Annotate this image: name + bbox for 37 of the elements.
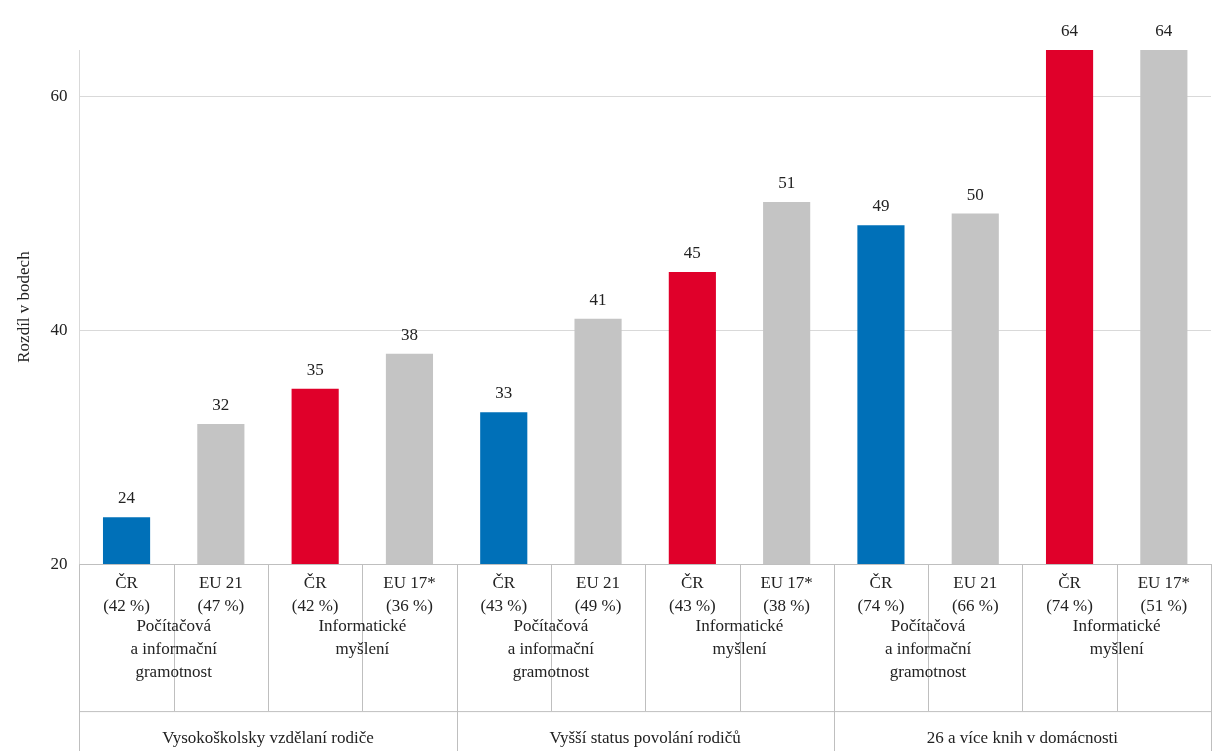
data-label: 35 bbox=[306, 359, 324, 379]
x-tick-label: ČR (43 %) bbox=[480, 573, 528, 615]
y-tick-label: 20 bbox=[50, 553, 68, 573]
data-label: 64 bbox=[1155, 20, 1173, 40]
x-tick-label: ČR (42 %) bbox=[103, 573, 150, 615]
data-label: 49 bbox=[872, 196, 890, 216]
data-label: 38 bbox=[400, 324, 418, 344]
x-tick-label: EU 17* (36 %) bbox=[383, 573, 436, 615]
text: Počítačová a informační gramotnost bbox=[507, 615, 595, 681]
text: Vysokoškolsky vzdělaní rodiče bbox=[162, 728, 374, 748]
x-tick-label: ČR (42 %) bbox=[291, 573, 339, 615]
data-label: 45 bbox=[683, 242, 701, 262]
x-tick-label: ČR (74 %) bbox=[857, 573, 905, 615]
y-tick-label: 40 bbox=[50, 319, 68, 339]
x-tick-label: EU 17* (51 %) bbox=[1137, 573, 1191, 615]
text: Informatické myšlení bbox=[1072, 615, 1161, 658]
data-label: 51 bbox=[778, 172, 796, 192]
data-label: 41 bbox=[589, 289, 607, 309]
x-tick-label: ČR (43 %) bbox=[668, 573, 716, 615]
x-tick-label: EU 21 (66 %) bbox=[951, 573, 999, 615]
text: 26 a více knih v domácnosti bbox=[926, 728, 1119, 748]
y-axis-title: Rozdíl v bodech bbox=[13, 250, 33, 363]
data-label: 24 bbox=[118, 488, 136, 508]
x-tick-label: EU 17* (38 %) bbox=[760, 573, 813, 615]
text: Informatické myšlení bbox=[318, 615, 407, 658]
text: Informatické myšlení bbox=[695, 615, 784, 658]
data-label: 32 bbox=[212, 394, 230, 414]
data-label: 33 bbox=[495, 383, 513, 403]
y-tick-label: 60 bbox=[50, 86, 68, 106]
text: Vyšší status povolání rodičů bbox=[549, 728, 742, 748]
data-label: 64 bbox=[1061, 20, 1079, 40]
text: Počítačová a informační gramotnost bbox=[130, 615, 218, 681]
data-label: 50 bbox=[966, 184, 984, 204]
x-tick-label: EU 21 (49 %) bbox=[574, 573, 622, 615]
text: Počítačová a informační gramotnost bbox=[884, 615, 972, 681]
x-tick-label: ČR (74 %) bbox=[1046, 573, 1093, 615]
x-tick-label: EU 21 (47 %) bbox=[197, 573, 245, 615]
